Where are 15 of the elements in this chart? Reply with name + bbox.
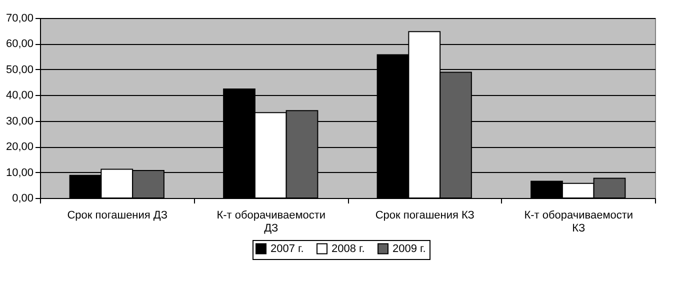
y-tick-label: 50,00	[6, 64, 34, 76]
legend-label: 2008 г.	[332, 242, 365, 255]
x-tick-label: Срок погашения ДЗ	[67, 210, 168, 222]
y-tick-label: 70,00	[6, 12, 34, 24]
y-tick-label: 0,00	[12, 192, 34, 204]
y-tick-label: 10,00	[6, 166, 34, 179]
x-tick-label: К-т оборачиваемости КЗ	[524, 210, 634, 234]
y-tick-label: 20,00	[6, 141, 34, 154]
y-tick-label: 40,00	[6, 90, 34, 102]
x-tick-label: К-т оборачиваемости ДЗ	[216, 210, 326, 234]
y-tick-label: 30,00	[6, 115, 34, 128]
legend-label: 2009 г.	[392, 242, 426, 255]
legend-label: 2007 г.	[270, 242, 304, 255]
y-tick-label: 60,00	[6, 38, 34, 50]
x-tick-label: Срок погашения КЗ	[375, 210, 475, 222]
